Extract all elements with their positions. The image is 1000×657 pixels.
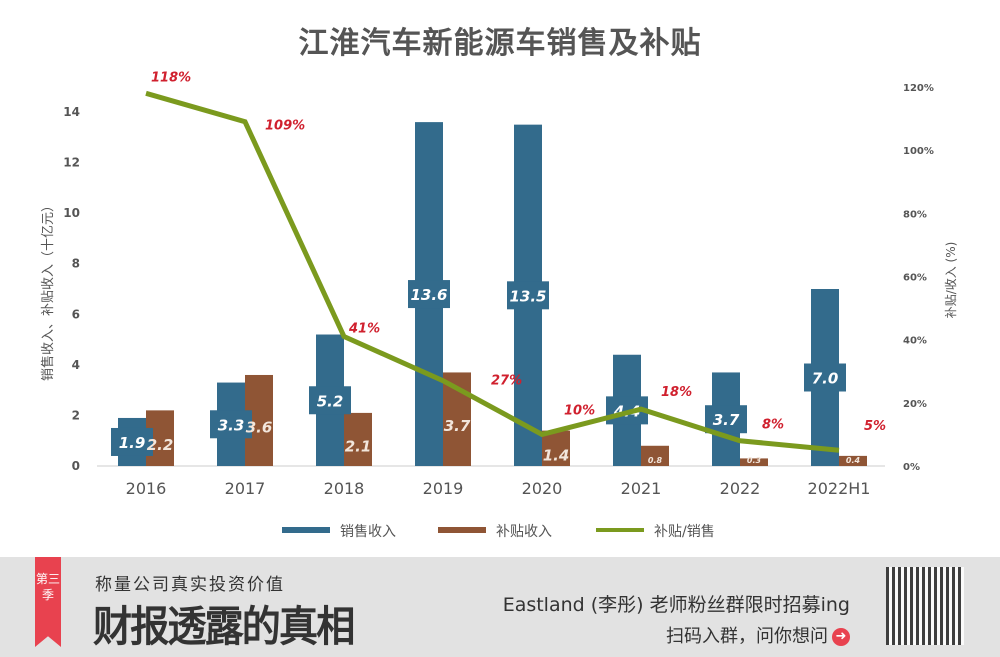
x-tick-label: 2018 [324, 479, 365, 498]
subsidy-data-label: 3.7 [444, 417, 471, 435]
sales-data-label: 3.3 [218, 416, 245, 434]
legend-swatch [282, 527, 330, 533]
ratio-data-label: 109% [265, 119, 305, 134]
subsidy-data-label: 0.8 [648, 456, 663, 465]
sales-label-box [309, 386, 351, 415]
qr-code[interactable] [886, 567, 964, 645]
x-tick-label: 2021 [621, 479, 662, 498]
y2-axis-label: 补贴/收入 (%) [944, 242, 958, 319]
ratio-data-label: 27% [491, 374, 522, 389]
ratio-data-label: 41% [348, 322, 380, 337]
y-tick-label: 6 [72, 307, 80, 321]
recruit-text: Eastland (李彤) 老师粉丝群限时招募ing [502, 594, 850, 616]
legend-label: 补贴/销售 [654, 524, 715, 540]
x-tick-label: 2020 [522, 479, 563, 498]
ratio-data-label: 10% [564, 403, 595, 418]
subsidy-data-label: 1.4 [543, 446, 570, 464]
y-tick-label: 2 [72, 408, 80, 422]
arrow-right-circle-icon: ➜ [832, 628, 850, 646]
sales-label-box [210, 410, 252, 439]
legend-label: 销售收入 [340, 524, 396, 540]
y-tick-label: 4 [72, 358, 80, 372]
x-tick-label: 2019 [423, 479, 464, 498]
x-tick-label: 2022 [720, 479, 761, 498]
subsidy-data-label: 3.6 [246, 418, 273, 436]
sales-data-label: 3.7 [713, 411, 740, 429]
sales-data-label: 5.2 [317, 392, 344, 410]
sales-data-label: 13.6 [410, 286, 447, 304]
subsidy-data-label: 2.1 [345, 437, 372, 455]
scan-cta[interactable]: 扫码入群，问你想问 ➜ [666, 622, 850, 648]
x-tick-label: 2016 [126, 479, 167, 498]
ratio-data-label: 18% [661, 385, 692, 400]
y-tick-label: 14 [63, 105, 80, 119]
sales-label-box [111, 427, 153, 456]
sales-label-box [408, 280, 450, 309]
banner-slogan: 称量公司真实投资价值 [95, 575, 285, 595]
sales-data-label: 7.0 [812, 370, 839, 388]
y2-tick-label: 80% [903, 209, 927, 220]
season-ribbon: 第三季 [35, 557, 61, 647]
sales-label-box [705, 405, 747, 434]
bar-subsidy [839, 455, 867, 466]
bar-subsidy [740, 458, 768, 466]
y-tick-label: 12 [63, 156, 80, 170]
chart-title: 江淮汽车新能源车销售及补贴 [298, 26, 702, 61]
bar-subsidy [542, 430, 570, 466]
y2-tick-label: 20% [903, 399, 927, 410]
y2-tick-label: 0% [903, 462, 920, 473]
sales-data-label: 1.9 [119, 434, 146, 452]
sales-label-box [507, 281, 549, 310]
legend-swatch [596, 528, 644, 532]
ratio-data-label: 118% [151, 70, 191, 85]
y-axis-label: 销售收入、补贴收入（十亿元） [40, 199, 56, 381]
y-tick-label: 10 [63, 206, 80, 220]
promo-banner: 第三季 称量公司真实投资价值 财报透露的真相 Eastland (李彤) 老师粉… [0, 557, 1000, 657]
sales-label-box [804, 363, 846, 392]
subsidy-data-label: 2.2 [147, 436, 174, 454]
ratio-data-label: 8% [762, 418, 784, 433]
bar-subsidy [641, 445, 669, 466]
x-tick-label: 2022H1 [808, 479, 871, 498]
legend-swatch [438, 527, 486, 533]
y2-tick-label: 100% [903, 146, 934, 157]
sales-data-label: 13.5 [509, 287, 546, 305]
banner-title: 财报透露的真相 [93, 602, 355, 651]
subsidy-data-label: 0.4 [846, 456, 861, 465]
bar-subsidy [344, 412, 372, 466]
y2-tick-label: 120% [903, 83, 934, 94]
line-subsidy-ratio [145, 90, 840, 453]
y2-tick-label: 60% [903, 273, 927, 284]
y-tick-label: 0 [72, 459, 80, 473]
chart: 0 2 4 6 8 10 12 14 0% 20% 40% 60% 80% 100% 120% 销售收入、补贴… [40, 70, 958, 540]
subsidy-data-label: 0.3 [747, 456, 762, 465]
legend-label: 补贴收入 [496, 524, 552, 540]
y2-tick-label: 40% [903, 336, 927, 347]
scan-text: 扫码入群，问你想问 [666, 626, 828, 647]
y-tick-label: 8 [72, 257, 80, 271]
ratio-data-label: 5% [864, 419, 886, 434]
x-tick-label: 2017 [225, 479, 266, 498]
